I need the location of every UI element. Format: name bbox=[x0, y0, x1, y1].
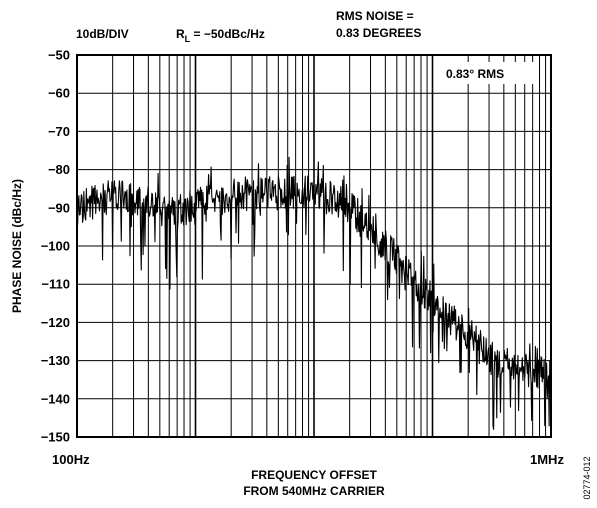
rms-noise-value: 0.83 DEGREES bbox=[336, 26, 421, 40]
y-tick-label: −50 bbox=[48, 48, 70, 63]
x-tick-label-max: 1MHz bbox=[530, 452, 564, 467]
annotation-box bbox=[436, 62, 534, 84]
y-tick-label: −110 bbox=[41, 277, 70, 292]
y-tick-label: −130 bbox=[41, 353, 70, 368]
rl-prefix: R bbox=[176, 27, 185, 41]
y-tick-label: −80 bbox=[48, 162, 70, 177]
figure-code: 02774-012 bbox=[582, 456, 592, 499]
y-tick-label: −150 bbox=[41, 430, 70, 445]
y-tick-label: −100 bbox=[41, 239, 70, 254]
series-layer bbox=[76, 156, 552, 430]
y-tick-label: −60 bbox=[48, 86, 70, 101]
y-tick-label: −140 bbox=[41, 391, 70, 406]
y-tick-label: −120 bbox=[41, 315, 70, 330]
phase-noise-trace bbox=[76, 156, 552, 430]
x-tick-label-min: 100Hz bbox=[52, 452, 90, 467]
rl-value: = −50dBc/Hz bbox=[190, 27, 265, 41]
y-tick-labels: −50 −60 −70 −80 −90 −100 −110 −120 −130 −140 −150 bbox=[41, 48, 70, 445]
rl-label: RL = −50dBc/Hz bbox=[176, 27, 265, 44]
y-tick-label: −70 bbox=[48, 124, 70, 139]
x-axis-title-line2: FROM 540MHz CARRIER bbox=[243, 484, 385, 498]
y-axis-title: PHASE NOISE (dBc/Hz) bbox=[10, 179, 24, 313]
annotation-label: 0.83° RMS bbox=[446, 67, 504, 81]
rms-noise-label: RMS NOISE = bbox=[336, 9, 414, 23]
x-axis-title-line1: FREQUENCY OFFSET bbox=[251, 468, 377, 482]
y-tick-label: −90 bbox=[48, 200, 70, 215]
rl-subscript: L bbox=[185, 34, 191, 44]
scale-label: 10dB/DIV bbox=[76, 27, 129, 41]
